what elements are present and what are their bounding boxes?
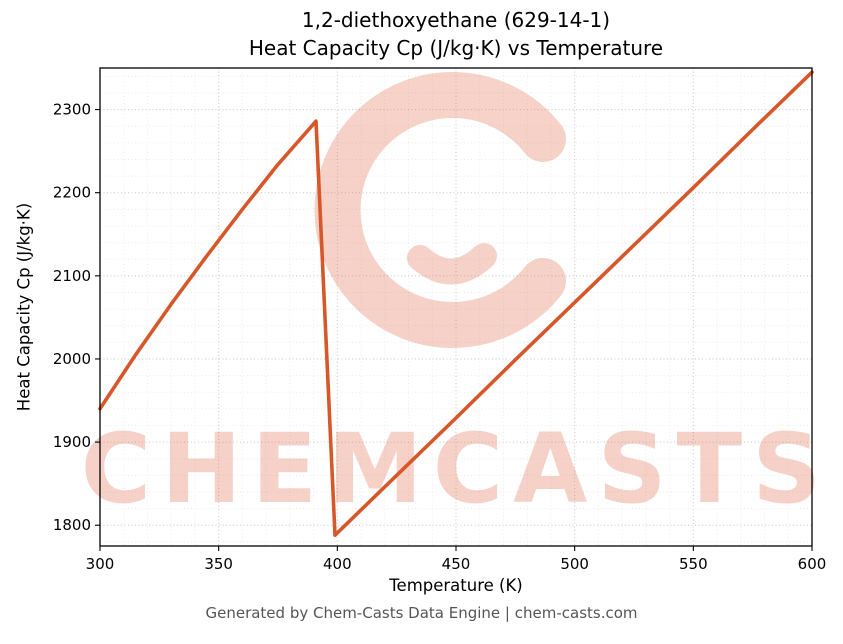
footer-text: Generated by Chem-Casts Data Engine | ch…	[205, 604, 638, 622]
x-tick-label: 600	[798, 555, 827, 573]
y-tick-label: 2300	[53, 101, 91, 119]
chart-title: 1,2-diethoxyethane (629-14-1) Heat Capac…	[106, 6, 806, 62]
y-axis-label: Heat Capacity Cp (J/kg·K)	[14, 202, 34, 412]
minor-gridlines	[100, 68, 812, 546]
watermark-logo-swirl-icon	[407, 243, 497, 285]
y-tick-label: 1900	[53, 433, 91, 451]
chart-title-line1: 1,2-diethoxyethane (629-14-1)	[301, 8, 611, 32]
x-tick-label: 500	[560, 555, 589, 573]
y-tick-label: 1800	[53, 516, 91, 534]
x-tick-label: 400	[323, 555, 352, 573]
data-series	[98, 70, 814, 537]
y-tick-label: 2100	[53, 267, 91, 285]
y-tick-label: 2000	[53, 350, 91, 368]
watermark-logo-icon	[314, 72, 566, 348]
axes: 300 350 400 450 500 550 600 1800 1900 2000 2100 220…	[53, 67, 827, 573]
watermark: CHEMCASTS	[81, 72, 831, 525]
x-tick-label: 350	[204, 555, 233, 573]
watermark-text: CHEMCASTS	[81, 413, 831, 525]
series-line	[98, 70, 814, 537]
x-tick-label: 550	[679, 555, 708, 573]
x-tick-label: 450	[442, 555, 471, 573]
chart-title-line2: Heat Capacity Cp (J/kg·K) vs Temperature	[248, 36, 664, 60]
y-tick-label: 2200	[53, 184, 91, 202]
x-axis-label: Temperature (K)	[389, 576, 523, 595]
x-tick-label: 300	[86, 555, 115, 573]
